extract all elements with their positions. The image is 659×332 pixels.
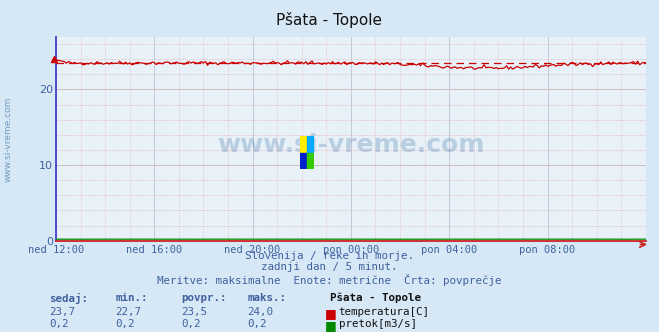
Text: 24,0: 24,0: [247, 307, 273, 317]
Bar: [307, 136, 314, 153]
Text: 0,2: 0,2: [181, 319, 201, 329]
Text: www.si-vreme.com: www.si-vreme.com: [217, 133, 484, 157]
Text: maks.:: maks.:: [247, 293, 286, 303]
Text: Pšata - Topole: Pšata - Topole: [330, 293, 420, 303]
Text: sedaj:: sedaj:: [49, 293, 88, 304]
Text: temperatura[C]: temperatura[C]: [339, 307, 430, 317]
Bar: [300, 136, 307, 153]
Bar: [307, 153, 314, 169]
Text: 23,7: 23,7: [49, 307, 75, 317]
Text: Pšata - Topole: Pšata - Topole: [277, 12, 382, 28]
Text: 0,2: 0,2: [49, 319, 69, 329]
Text: ■: ■: [325, 319, 337, 332]
Text: ■: ■: [325, 307, 337, 320]
Text: povpr.:: povpr.:: [181, 293, 227, 303]
Text: pretok[m3/s]: pretok[m3/s]: [339, 319, 416, 329]
Text: 23,5: 23,5: [181, 307, 207, 317]
Text: min.:: min.:: [115, 293, 148, 303]
Text: www.si-vreme.com: www.si-vreme.com: [3, 97, 13, 182]
Text: 0,2: 0,2: [247, 319, 267, 329]
Text: zadnji dan / 5 minut.: zadnji dan / 5 minut.: [261, 262, 398, 272]
Text: Slovenija / reke in morje.: Slovenija / reke in morje.: [245, 251, 414, 261]
Text: 22,7: 22,7: [115, 307, 141, 317]
Text: 0,2: 0,2: [115, 319, 135, 329]
Bar: [300, 153, 307, 169]
Text: Meritve: maksimalne  Enote: metrične  Črta: povprečje: Meritve: maksimalne Enote: metrične Črta…: [158, 274, 501, 286]
